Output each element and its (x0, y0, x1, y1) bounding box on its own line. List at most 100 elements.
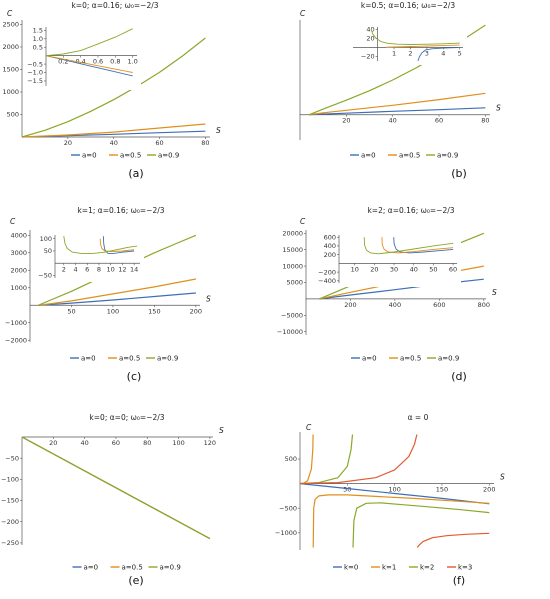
inset-xtick-label: 0.2 (58, 58, 68, 66)
inset-ytick-label: −400 (318, 277, 336, 285)
inset-series-a=0.9 (63, 236, 138, 254)
inset-ytick-label: 40 (366, 25, 374, 33)
inset-ytick-label: −50 (38, 272, 52, 280)
chart-a: k=0; α=0.16; ω₀=−2/3 C S 20 40 60 80 500 1000 150… (2, 1, 221, 180)
series-branch (299, 434, 314, 485)
series-branch (299, 434, 354, 485)
inset-ytick-label: 400 (324, 242, 336, 250)
chart-title: k=0.5; α=0.16; ω₀=−2/3 (361, 1, 455, 10)
panel-caption: (a) (128, 167, 143, 180)
main-ytick-label: −1000 (5, 319, 27, 327)
inset-xtick-label: 3 (425, 49, 429, 57)
legend-label: k=1 (382, 564, 396, 572)
main-xtick-label: 200 (483, 486, 495, 494)
inset-series-a=0.9 (45, 28, 133, 57)
x-axis-label: S (500, 473, 505, 482)
y-axis-label: C (7, 9, 13, 18)
main-xtick-label: 60 (112, 439, 120, 447)
main-ytick-label: 5000 (286, 279, 303, 287)
series-line-k=0 (299, 483, 490, 505)
legend-label: a=0.9 (160, 564, 181, 572)
inset-xtick-label: 2 (408, 49, 412, 57)
panel-caption: (f) (453, 574, 465, 587)
inset-xtick-label: 1 (392, 49, 396, 57)
inset-plot: 0.2 0.4 0.6 0.8 1.01.51.00.5−0.5−1.0−1.5 (27, 25, 141, 90)
inset-xtick-label: 10 (351, 265, 359, 273)
main-xtick-label: 200 (190, 307, 202, 315)
main-ytick-label: 500 (285, 455, 297, 463)
inset-ytick-label: 200 (324, 251, 336, 259)
inset-xtick-label: 4 (73, 265, 77, 273)
main-ytick-label: −50 (5, 454, 19, 462)
series-line-k=3 (416, 532, 490, 548)
series-line-a=0.9 (21, 37, 206, 138)
legend-label: a=0.9 (158, 152, 179, 160)
legend-label: k=0 (344, 564, 358, 572)
inset-ytick-label: 1.5 (33, 27, 43, 35)
series-line-a=0 (309, 107, 486, 116)
inset-xtick-label: 2 (62, 265, 66, 273)
chart-e: k=0; α=0; ω₀=−2/3 S 20 40 60 80 100 120 −50 −100 −… (1, 413, 224, 587)
x-axis-label: S (219, 426, 224, 435)
main-xtick-label: 600 (433, 301, 445, 309)
inset-ytick-label: −1.5 (27, 77, 43, 85)
chart-title: k=2; α=0.16; ω₀=−2/3 (367, 206, 454, 215)
main-ytick-label: 3000 (10, 249, 27, 257)
inset-series-a=0.5 (45, 55, 133, 73)
inset-series-a=0 (417, 47, 459, 62)
inset-background (331, 233, 461, 287)
legend-label: a=0.9 (157, 355, 178, 363)
main-ytick-label: −250 (1, 539, 19, 547)
main-ytick-label: 1000 (10, 284, 27, 292)
main-xtick-label: 150 (148, 307, 160, 315)
legend-label: a=0.5 (122, 564, 143, 572)
main-ytick-label: 2500 (2, 21, 19, 29)
series-branch (299, 434, 418, 485)
main-xtick-label: 50 (343, 486, 351, 494)
main-xtick-label: 40 (389, 117, 397, 125)
main-xtick-label: 20 (49, 439, 57, 447)
main-ytick-label: −150 (1, 497, 19, 505)
inset-series-a=0.5 (99, 238, 135, 252)
inset-plot: 1 2 3 4 5 40 20 −20 (345, 25, 467, 65)
main-xtick-label: 20 (64, 139, 72, 147)
legend-label: a=0 (82, 152, 97, 160)
series-line-k=2 (352, 502, 490, 548)
series-line-a=0.5 (309, 92, 486, 116)
main-ytick-label: 500 (7, 111, 19, 119)
series-line-a=0.5 (21, 123, 206, 138)
inset-ytick-label: 1.0 (33, 35, 43, 43)
inset-xtick-label: 0.8 (110, 58, 120, 66)
main-xtick-label: 400 (389, 301, 401, 309)
chart-title: k=0; α=0; ω₀=−2/3 (89, 413, 164, 422)
inset-xtick-label: 10 (107, 265, 115, 273)
inset-ytick-label: −20 (361, 53, 375, 61)
series-line-k=1 (312, 494, 490, 548)
main-xtick-label: 100 (388, 486, 400, 494)
inset-xtick-label: 8 (97, 265, 101, 273)
main-xtick-label: 60 (155, 139, 163, 147)
x-axis-label: S (216, 126, 221, 135)
inset-background (345, 25, 467, 65)
main-ytick-label: 4000 (10, 231, 27, 239)
main-ytick-label: 20000 (282, 229, 303, 237)
panel-caption: (e) (128, 574, 143, 587)
inset-xtick-label: 4 (441, 49, 445, 57)
y-axis-label: C (306, 423, 312, 432)
main-xtick-label: 100 (172, 439, 184, 447)
legend-label: a=0.5 (120, 152, 141, 160)
inset-ytick-label: −0.5 (27, 60, 43, 68)
inset-xtick-label: 0.6 (93, 58, 103, 66)
chart-c: k=1; α=0.16; ω₀=−2/3 C S 50 100 150 200 4000 300… (5, 206, 211, 383)
legend-label: a=0 (84, 564, 99, 572)
inset-xtick-label: 0.4 (75, 58, 85, 66)
chart-title: α = 0 (408, 413, 429, 422)
legend-label: a=0.5 (119, 355, 140, 363)
legend-label: a=0 (361, 152, 376, 160)
main-xtick-label: 800 (478, 301, 490, 309)
y-axis-label: C (10, 217, 16, 226)
legend-label: a=0.9 (437, 152, 458, 160)
